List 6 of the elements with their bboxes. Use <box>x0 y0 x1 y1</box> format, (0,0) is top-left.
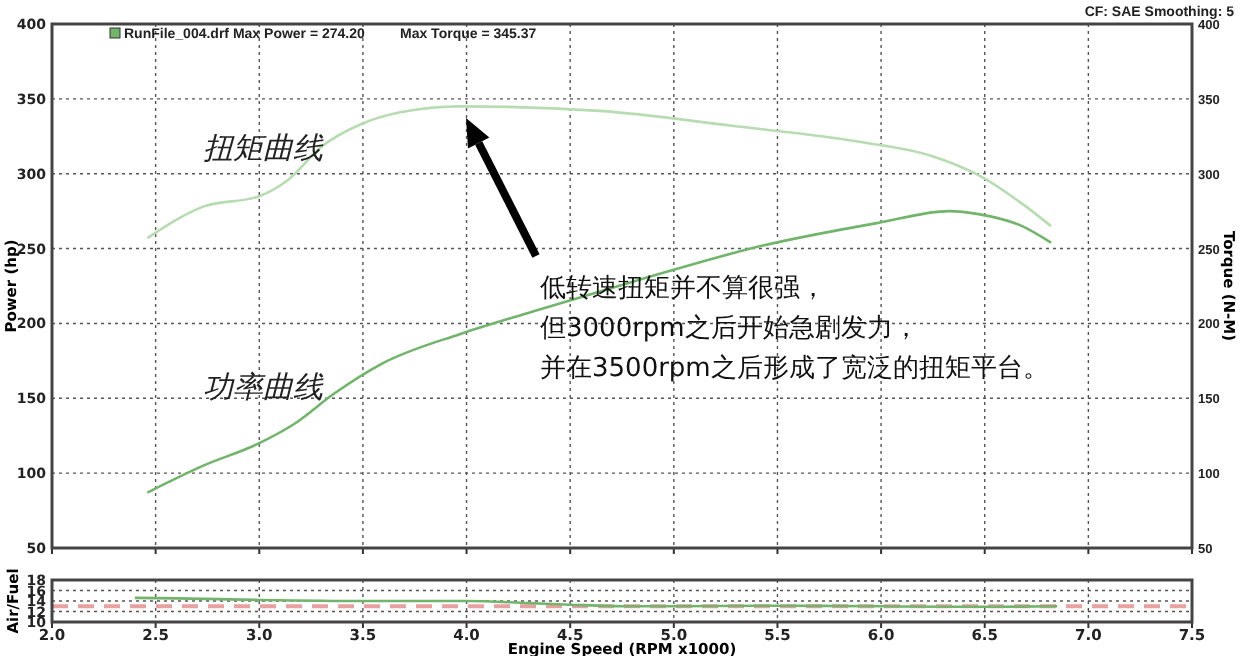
line-series <box>146 105 1053 240</box>
series-label: 扭矩曲线 <box>203 130 326 167</box>
annotation: 并在3500rpm之后形成了宽泛的扭矩平台。 <box>540 352 1049 384</box>
line-series <box>146 209 1053 494</box>
annotation: 但3000rpm之后开始急剧发力， <box>540 314 919 344</box>
series-label: 功率曲线 <box>203 368 326 405</box>
